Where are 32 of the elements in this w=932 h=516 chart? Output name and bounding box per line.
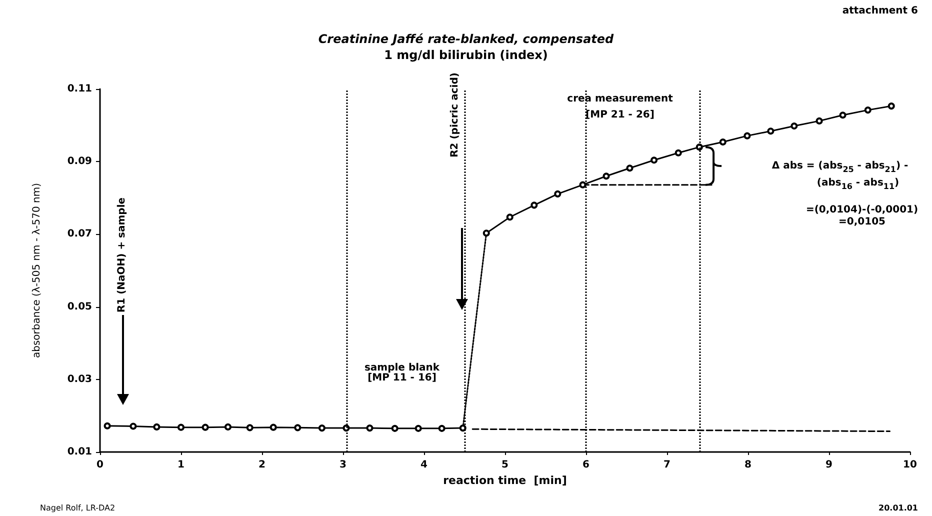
y-tick-label: 0.11 [67, 84, 92, 94]
annotation: [MP 21 - 26] [586, 110, 654, 120]
text: Nagel Rolf, LR-DA2 [40, 504, 116, 512]
annotation: crea measurement [567, 94, 674, 104]
y-tick-label: 0.07 [67, 228, 92, 240]
x-tick-label: 2 [258, 460, 266, 470]
x-axis-title: reaction time [min] [443, 474, 567, 487]
y-tick-label: 0.05 [67, 301, 92, 312]
y-tick-label: 0.09 [67, 156, 92, 168]
y-tick-label: 0.01 [67, 446, 92, 458]
y-tick-label: 0.03 [67, 374, 92, 385]
x-tick-label: 1 [178, 460, 185, 470]
text: attachment 6 [842, 6, 918, 16]
chart-subtitle: 1 mg/dl bilirubin (index) [384, 48, 548, 62]
annotation: R2 (picric acid) [450, 72, 460, 158]
annotation: [MP 11 - 16] [368, 372, 436, 384]
x-tick-label: 6 [582, 460, 590, 470]
x-tick-label: 3 [340, 460, 347, 470]
y-axis-title: absorbance (λ-505 nm - λ-570 nm) [32, 182, 42, 358]
text: 20.01.01 [878, 504, 918, 512]
x-tick-label: 5 [502, 460, 509, 470]
annotation: sample blank [364, 362, 440, 374]
x-tick-label: 10 [903, 460, 917, 470]
annotation: =0,0105 [838, 216, 886, 228]
x-tick-label: 9 [826, 460, 833, 470]
annotation: =(0,0104)-(-0,0001) [806, 204, 918, 216]
annotation: R1 (NaOH) + sample [116, 197, 128, 313]
x-tick-label: 0 [96, 460, 104, 470]
x-tick-label: 7 [664, 460, 671, 470]
chart-title: Creatinine Jaffé rate-blanked, compensated [318, 32, 614, 46]
x-tick-label: 8 [744, 460, 752, 470]
x-tick-label: 4 [420, 460, 428, 470]
